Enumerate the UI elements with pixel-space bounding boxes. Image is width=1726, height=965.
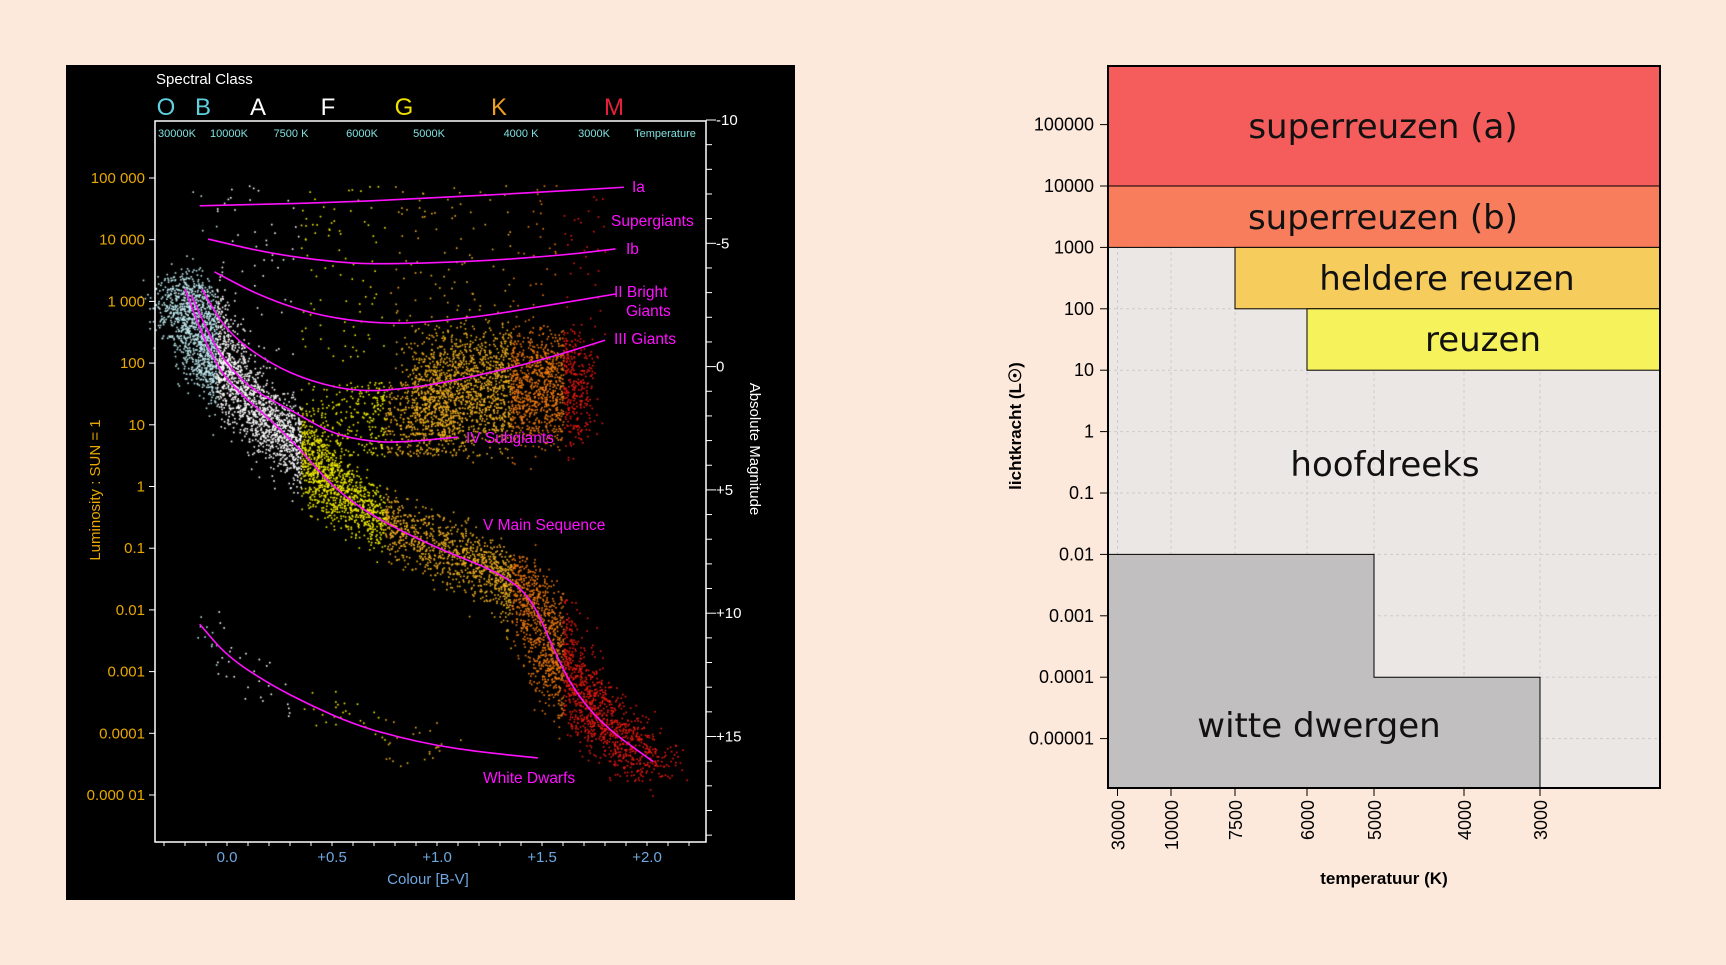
x-axis-label: temperatuur (K) — [1320, 869, 1448, 888]
region-superreuzen-a — [1107, 65, 1661, 187]
x-tick-label: 10000 — [1162, 800, 1182, 850]
luminosity-tick-label: 100 — [120, 355, 145, 372]
magnitude-tick-label: -10 — [716, 112, 738, 129]
x-tick-label: 5000 — [1365, 800, 1385, 840]
temperature-tick-label: 3000K — [578, 128, 610, 140]
x-tick-label: 3000 — [1531, 800, 1551, 840]
y-tick-label: 100 — [1064, 299, 1094, 319]
y-tick-label: 100000 — [1034, 115, 1094, 135]
temperature-tick-label: 6000K — [346, 128, 378, 140]
spectral-letter: M — [604, 94, 624, 121]
temperature-tick-label: 4000 K — [504, 128, 540, 140]
y-tick-label: 1 — [1084, 422, 1094, 442]
magnitude-tick-label: -5 — [716, 235, 729, 252]
x-tick-label: 4000 — [1455, 800, 1475, 840]
hr-diagram: Spectral Class O B A F G K M 30000K 10000K 7500 K 6… — [87, 71, 763, 888]
colour-tick-label: +0.5 — [317, 849, 347, 866]
luminosity-tick-label: 10 000 — [99, 232, 145, 249]
colour-tick-label: +1.5 — [527, 849, 557, 866]
luminosity-temperature-chart: 100000 10000 1000 100 10 1 0.1 0.01 0.001 0.0001 0… — [1006, 65, 1661, 888]
y2-axis-label: Absolute Magnitude — [746, 383, 763, 516]
luminosity-tick-label: 100 000 — [91, 170, 145, 187]
curve-label-ib: Ib — [626, 241, 639, 258]
spectral-letter: F — [321, 94, 336, 121]
temperature-tick-label: 5000K — [413, 128, 445, 140]
magnitude-tick-label: +15 — [716, 729, 741, 746]
luminosity-tick-label: 0.0001 — [99, 725, 145, 742]
region-label: superreuzen (b) — [1248, 198, 1518, 238]
curve-label-iv: IV Subgiants — [466, 430, 554, 447]
region-label: reuzen — [1425, 320, 1541, 360]
star-scatter — [66, 65, 795, 900]
curve-iv-subgiants — [190, 294, 459, 443]
colour-tick-label: +1.0 — [422, 849, 452, 866]
magnitude-tick-label: 0 — [716, 359, 724, 376]
region-label: superreuzen (a) — [1248, 107, 1517, 147]
y-tick-label: 10000 — [1044, 176, 1094, 196]
x-tick-label: 7500 — [1226, 800, 1246, 840]
region-label: heldere reuzen — [1319, 259, 1574, 299]
curve-ib — [207, 238, 616, 265]
temperature-tick-label: 10000K — [210, 128, 249, 140]
temperature-tick-label: 7500 K — [274, 128, 310, 140]
luminosity-tick-label: 0.000 01 — [87, 787, 145, 804]
luminosity-tick-label: 1 — [137, 479, 145, 496]
luminosity-tick-label: 0.001 — [107, 664, 145, 681]
curve-label-ii_bright: II Bright — [614, 284, 668, 301]
y-axis-label: Luminosity : SUN = 1 — [87, 419, 104, 560]
curve-label-ia: Ia — [632, 179, 645, 196]
luminosity-tick-label: 1 000 — [107, 293, 145, 310]
magnitude-tick-label: +10 — [716, 605, 741, 622]
curve-ia — [199, 186, 624, 207]
x-axis-label: Colour [B-V] — [387, 871, 469, 888]
plot-frame — [154, 120, 707, 843]
spectral-letter: O — [157, 94, 176, 121]
x-tick-label: 30000 — [1109, 800, 1129, 850]
spectral-letter: K — [491, 94, 507, 121]
temperature-tick-label: 30000K — [158, 128, 197, 140]
hr-diagram-image — [66, 65, 795, 900]
y-tick-label: 1000 — [1054, 237, 1094, 257]
curve-white-dwarfs — [199, 623, 538, 759]
magnitude-tick-label: +5 — [716, 482, 733, 499]
spectral-class-title: Spectral Class — [156, 71, 253, 88]
spectral-letter: B — [195, 94, 211, 121]
y-axis-label: lichtkracht (L☉) — [1006, 362, 1025, 490]
spectral-letter: A — [250, 94, 266, 121]
luminosity-tick-label: 0.01 — [116, 602, 145, 619]
y-tick-label: 0.01 — [1059, 544, 1094, 564]
curve-label-iii: III Giants — [614, 331, 676, 348]
x-tick-label: 6000 — [1298, 800, 1318, 840]
luminosity-tick-label: 10 — [128, 417, 145, 434]
y-tick-label: 10 — [1074, 360, 1094, 380]
y-tick-label: 0.0001 — [1039, 667, 1094, 687]
curve-label-wd: White Dwarfs — [483, 770, 575, 787]
y-tick-label: 0.00001 — [1029, 729, 1094, 749]
region-label: witte dwergen — [1197, 706, 1440, 746]
colour-tick-label: 0.0 — [217, 849, 238, 866]
y-tick-label: 0.1 — [1069, 483, 1094, 503]
chart-frame — [1107, 65, 1661, 789]
curve-label-supergiants: Supergiants — [611, 213, 694, 230]
curve-label-ii_giants: Giants — [626, 303, 671, 320]
curve-ii-bright-giants — [214, 271, 616, 324]
y-tick-label: 0.001 — [1049, 606, 1094, 626]
temperature-label: Temperature — [634, 128, 696, 140]
region-reuzen — [1306, 308, 1661, 371]
colour-tick-label: +2.0 — [632, 849, 662, 866]
curve-iii-giants — [201, 288, 606, 392]
curve-label-v: V Main Sequence — [483, 517, 605, 534]
region-label: hoofdreeks — [1290, 445, 1479, 485]
luminosity-tick-label: 0.1 — [124, 540, 145, 557]
curve-v-main-sequence — [184, 288, 654, 763]
spectral-letter: G — [395, 94, 414, 121]
